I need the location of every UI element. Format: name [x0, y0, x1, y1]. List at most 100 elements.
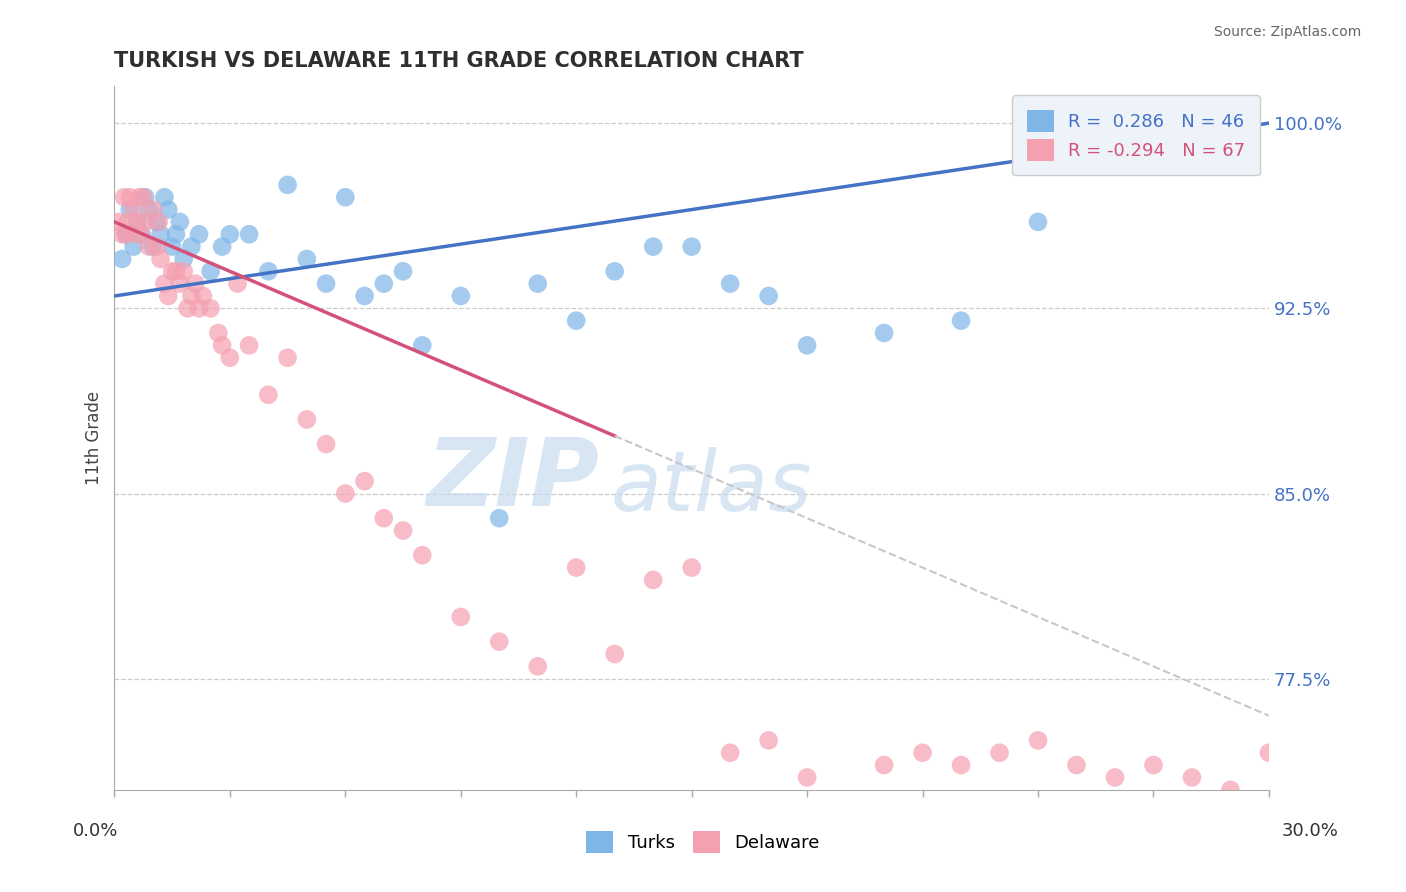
Point — [122, 202, 145, 217]
Point — [153, 190, 176, 204]
Point — [450, 610, 472, 624]
Point — [643, 573, 665, 587]
Point — [118, 190, 141, 204]
Text: Source: ZipAtlas.com: Source: ZipAtlas.com — [1213, 25, 1361, 39]
Point — [758, 733, 780, 747]
Point — [160, 264, 183, 278]
Text: atlas: atlas — [610, 447, 813, 528]
Point — [257, 388, 280, 402]
Point — [132, 190, 155, 204]
Y-axis label: 11th Grade: 11th Grade — [86, 391, 103, 485]
Point — [603, 264, 626, 278]
Point — [124, 227, 146, 242]
Point — [142, 202, 165, 217]
Point — [911, 746, 934, 760]
Point — [873, 326, 896, 340]
Point — [315, 277, 337, 291]
Point — [207, 326, 229, 340]
Point — [128, 190, 150, 204]
Point — [145, 239, 167, 253]
Point — [165, 264, 187, 278]
Point — [115, 227, 138, 242]
Point — [873, 758, 896, 772]
Point — [149, 227, 172, 242]
Point — [603, 647, 626, 661]
Point — [127, 215, 149, 229]
Point — [1142, 758, 1164, 772]
Point — [188, 227, 211, 242]
Point — [1026, 215, 1049, 229]
Text: 30.0%: 30.0% — [1282, 822, 1339, 840]
Point — [238, 338, 260, 352]
Point — [180, 289, 202, 303]
Point — [149, 252, 172, 266]
Point — [392, 264, 415, 278]
Point — [1277, 758, 1299, 772]
Point — [153, 277, 176, 291]
Point — [107, 215, 129, 229]
Point — [111, 252, 134, 266]
Point — [1104, 771, 1126, 785]
Point — [1296, 771, 1319, 785]
Point — [134, 215, 156, 229]
Point — [191, 289, 214, 303]
Point — [127, 215, 149, 229]
Point — [138, 202, 160, 217]
Point — [335, 190, 357, 204]
Point — [238, 227, 260, 242]
Point — [796, 338, 818, 352]
Legend: Turks, Delaware: Turks, Delaware — [579, 824, 827, 861]
Text: ZIP: ZIP — [426, 434, 599, 526]
Point — [277, 351, 299, 365]
Point — [488, 634, 510, 648]
Point — [115, 227, 138, 242]
Point — [111, 227, 134, 242]
Point — [1219, 782, 1241, 797]
Point — [295, 412, 318, 426]
Point — [131, 227, 153, 242]
Point — [211, 239, 233, 253]
Point — [950, 314, 973, 328]
Point — [169, 215, 191, 229]
Point — [392, 524, 415, 538]
Point — [643, 239, 665, 253]
Point — [1066, 758, 1088, 772]
Point — [526, 659, 548, 673]
Point — [411, 548, 433, 562]
Point — [118, 202, 141, 217]
Point — [184, 277, 207, 291]
Point — [173, 264, 195, 278]
Point — [157, 202, 180, 217]
Point — [1199, 116, 1222, 130]
Point — [145, 215, 167, 229]
Point — [335, 486, 357, 500]
Point — [218, 227, 240, 242]
Point — [117, 215, 139, 229]
Point — [148, 215, 170, 229]
Point — [157, 289, 180, 303]
Point — [134, 190, 156, 204]
Point — [211, 338, 233, 352]
Point — [950, 758, 973, 772]
Point — [488, 511, 510, 525]
Point — [565, 314, 588, 328]
Point — [131, 227, 153, 242]
Point — [373, 277, 395, 291]
Point — [796, 771, 818, 785]
Point — [169, 277, 191, 291]
Point — [565, 560, 588, 574]
Point — [681, 560, 703, 574]
Point — [758, 289, 780, 303]
Point — [373, 511, 395, 525]
Point — [218, 351, 240, 365]
Point — [173, 252, 195, 266]
Point — [277, 178, 299, 192]
Point — [176, 301, 198, 316]
Point — [200, 264, 222, 278]
Point — [188, 301, 211, 316]
Point — [160, 239, 183, 253]
Point — [112, 190, 135, 204]
Text: 0.0%: 0.0% — [73, 822, 118, 840]
Legend: R =  0.286   N = 46, R = -0.294   N = 67: R = 0.286 N = 46, R = -0.294 N = 67 — [1012, 95, 1260, 176]
Point — [718, 746, 741, 760]
